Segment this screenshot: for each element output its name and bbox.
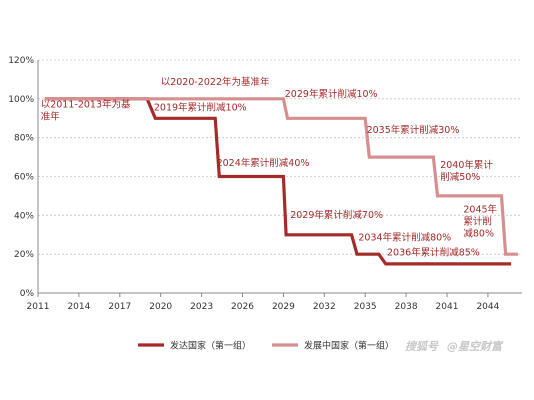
annotation-label: 2019年累计削减10% [154, 101, 247, 113]
y-tick-label: 80% [14, 134, 34, 144]
x-tick-label: 2038 [395, 302, 418, 312]
annotation-label: 减80% [463, 227, 494, 239]
y-tick-label: 0% [20, 289, 35, 299]
annotation-label: 累计削 [463, 215, 492, 227]
x-tick-label: 2011 [27, 302, 50, 312]
annotation-label: 2029年累计削减10% [285, 88, 378, 100]
y-tick-label: 40% [14, 211, 34, 221]
series-lines [44, 97, 518, 266]
x-tick-label: 2029 [272, 302, 295, 312]
x-axis-tick-labels: 2011 2014 2017 2020 2023 2026 2029 2032 2035 2038… [27, 302, 500, 312]
y-tick-label: 60% [14, 173, 34, 183]
annotation-label: 以2011-2013年为基 [41, 99, 131, 111]
watermark-text: @星空财富 [447, 340, 504, 353]
annotation-label: 以2020-2022年为基准年 [161, 76, 270, 88]
y-tick-label: 120% [8, 56, 34, 66]
annotation-label: 准年 [41, 111, 61, 123]
legend: 发达国家（第一组） 发展中国家（第一组） [138, 340, 394, 352]
x-tick-label: 2026 [231, 302, 254, 312]
x-tick-label: 2017 [108, 302, 131, 312]
x-tick-label: 2014 [67, 302, 90, 312]
x-tick-label: 2044 [476, 302, 499, 312]
y-tick-label: 100% [8, 95, 34, 105]
annotation-label: 2029年累计削减70% [290, 209, 383, 221]
x-tick-label: 2035 [354, 302, 377, 312]
series-line-1 [44, 97, 512, 266]
annotation-label: 2024年累计削减40% [217, 157, 310, 169]
annotation-label: 2036年累计削减85% [387, 247, 480, 259]
watermark-logo: 搜狐号 [405, 340, 439, 353]
x-tick-label: 2023 [190, 302, 213, 312]
x-tick-label: 2032 [313, 302, 336, 312]
annotation-label: 2035年累计削减30% [367, 124, 460, 136]
annotation-label: 2045年 [463, 203, 497, 215]
axes [37, 60, 522, 297]
annotation-label: 2034年累计削减80% [358, 232, 451, 244]
annotation-label: 削减50% [440, 171, 480, 183]
y-tick-label: 20% [14, 250, 34, 260]
y-axis-tick-labels: 0% 20% 40% 60% 80% 100% 120% [8, 56, 34, 299]
watermark: 搜狐号 @星空财富 [405, 340, 504, 353]
x-tick-label: 2020 [149, 302, 172, 312]
legend-label-2: 发展中国家（第一组） [304, 340, 394, 352]
x-tick-label: 2041 [436, 302, 459, 312]
legend-label-1: 发达国家（第一组） [170, 340, 251, 352]
annotation-label: 2040年累计 [440, 159, 493, 171]
series-line-2 [44, 97, 518, 256]
